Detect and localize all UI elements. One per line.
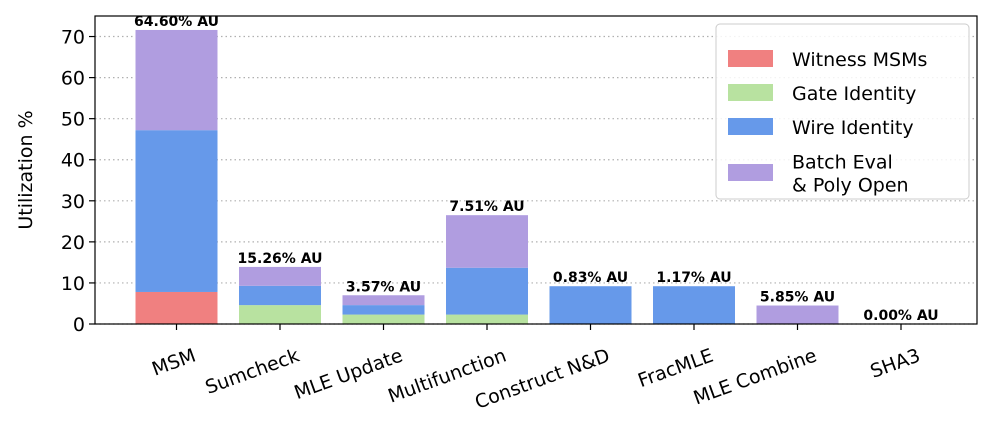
bar-segment	[756, 305, 839, 324]
bars	[135, 29, 839, 324]
bar-value-label: 1.17% AU	[656, 270, 731, 286]
y-tick-label: 50	[61, 109, 85, 131]
legend-label: Wire Identity	[792, 117, 914, 139]
bar-segment	[239, 266, 321, 286]
bar-segment	[446, 215, 528, 268]
bar-segment	[446, 267, 528, 315]
y-axis-title: Utilization %	[15, 110, 37, 229]
plot-frame	[94, 15, 978, 325]
bar-segment	[549, 286, 632, 324]
x-tick-label: Sumcheck	[202, 345, 302, 399]
bar-segment	[653, 286, 735, 324]
legend-swatch	[728, 50, 773, 67]
x-tick-label: SHA3	[867, 345, 923, 383]
legend-swatch	[728, 84, 773, 101]
bar-value-label: 3.57% AU	[346, 279, 421, 295]
y-tick-label: 60	[61, 68, 85, 90]
bar-segment	[135, 291, 218, 324]
legend-swatch	[728, 118, 773, 135]
bar-segment	[135, 29, 218, 131]
y-tick-label: 0	[73, 314, 85, 336]
bar-segment	[342, 305, 425, 315]
legend-label: Witness MSMs	[792, 49, 927, 71]
bar-segment	[446, 314, 528, 324]
y-axis: 0 10 20 30 40 50 60 70	[61, 27, 95, 336]
bar-segment	[239, 305, 321, 324]
bar-segment	[342, 295, 425, 306]
bar-value-label: 0.00% AU	[863, 308, 938, 324]
bar-value-label: 64.60% AU	[134, 14, 219, 30]
legend-swatch	[728, 164, 773, 181]
legend: Witness MSMs Gate Identity Wire Identity Ba…	[715, 23, 970, 200]
bar-segment	[135, 130, 218, 292]
y-tick-label: 20	[61, 232, 85, 254]
y-tick-label: 70	[61, 27, 85, 49]
bar-value-label: 0.83% AU	[553, 270, 628, 286]
bar-value-label: 7.51% AU	[449, 199, 524, 215]
bar-value-labels: 64.60% AU 15.26% AU 3.57% AU 7.51% AU 0.83% …	[134, 14, 939, 324]
y-tick-label: 10	[61, 273, 85, 295]
y-tick-label: 40	[61, 150, 85, 172]
legend-label: Batch Eval & Poly Open	[792, 152, 909, 197]
bar-segment	[239, 285, 321, 306]
x-tick-label: MSM	[149, 345, 199, 381]
bar-segment	[342, 314, 425, 324]
legend-box	[715, 23, 970, 200]
bar-value-label: 5.85% AU	[760, 290, 835, 306]
bar-value-label: 15.26% AU	[238, 251, 323, 267]
legend-label: Gate Identity	[792, 83, 916, 105]
y-tick-label: 30	[61, 191, 85, 213]
